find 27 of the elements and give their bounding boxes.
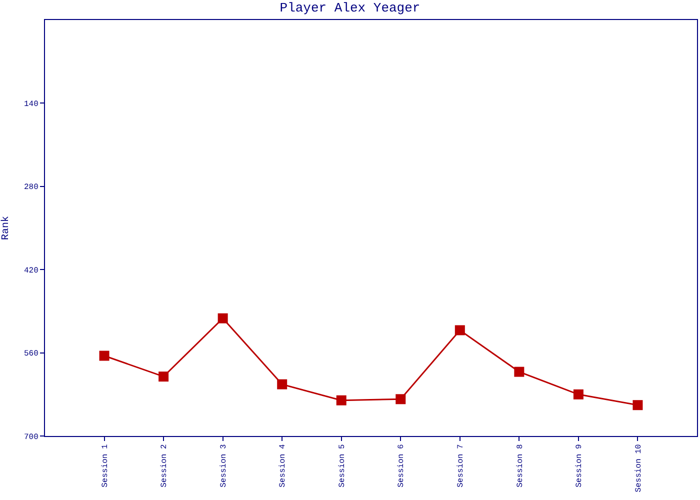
x-tick-label: Session 2 [160, 444, 170, 488]
point [218, 313, 228, 324]
x-tick-label: Session 9 [575, 444, 584, 488]
x-tick-label: Session 6 [397, 444, 406, 488]
x-tick-label: Session 5 [338, 444, 347, 488]
point [158, 372, 169, 382]
point [454, 325, 465, 336]
point [99, 350, 110, 361]
chart-title: Player Alex Yeager [280, 0, 420, 16]
y-axis-title: Rank [0, 216, 12, 240]
point [396, 394, 406, 404]
y-tick-label: 700 [24, 432, 39, 442]
x-tick-label: Session 1 [100, 444, 110, 488]
point [573, 389, 584, 400]
y-tick-label: 140 [24, 100, 39, 109]
x-tick-label: Session 3 [219, 444, 228, 488]
point [632, 400, 643, 410]
y-tick-label: 560 [24, 350, 39, 359]
x-tick-label: Session 7 [456, 444, 466, 488]
point [336, 395, 346, 406]
point [514, 366, 524, 377]
x-tick-label: Session 4 [278, 444, 288, 488]
x-tick-label: Session 8 [516, 444, 525, 488]
point [277, 379, 288, 390]
y-tick-label: 280 [24, 183, 39, 192]
x-tick-label: Session 10 [634, 444, 644, 492]
y-tick-label: 420 [24, 266, 39, 276]
